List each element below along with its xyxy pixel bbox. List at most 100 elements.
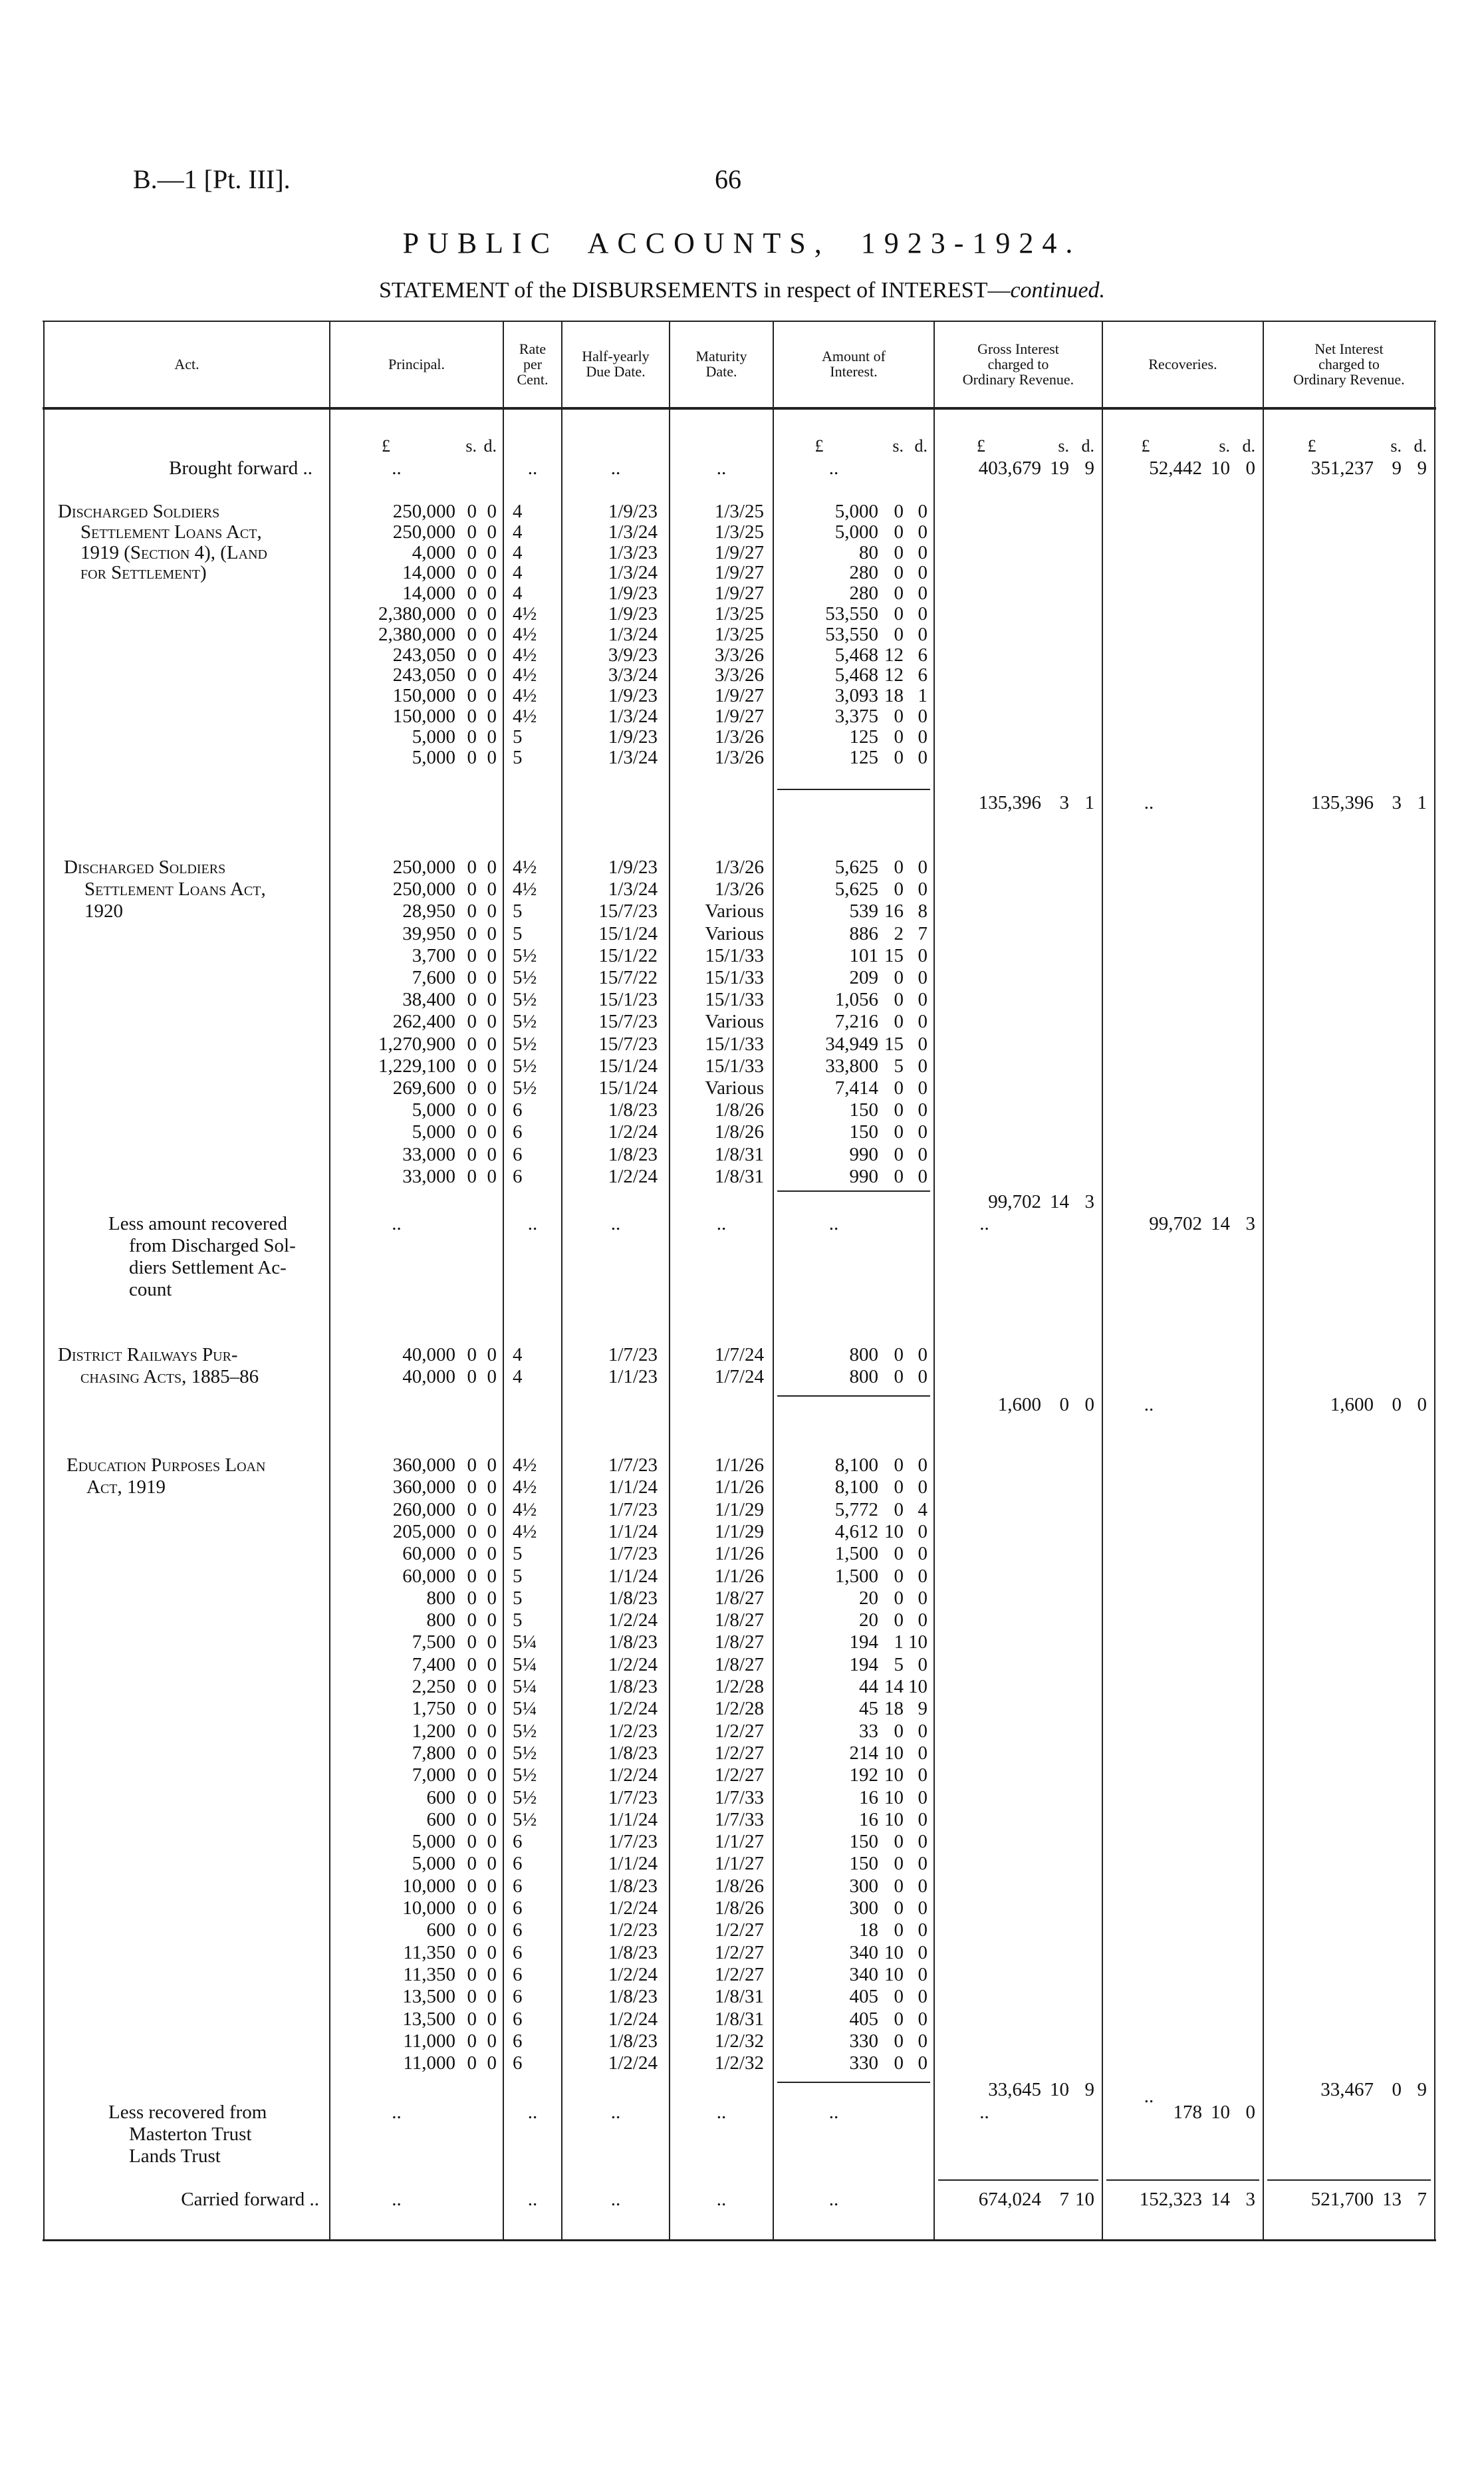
interest-pence: 4 [918,1498,928,1520]
placeholder-dots: .. [716,2102,727,2123]
interest-shillings: 0 [894,1476,904,1498]
principal-pence: 0 [487,644,497,666]
principal-pence: 0 [487,2008,497,2030]
interest-pence: 0 [918,1344,928,1365]
shilling-unit: s. [465,436,477,456]
interest-shillings: 0 [894,1121,904,1143]
carried-forward-recoveries-shillings: 14 [1211,2189,1230,2210]
principal-shillings: 0 [467,900,477,922]
interest-pounds: 340 [849,1941,879,1963]
interest-shillings: 10 [884,1520,904,1542]
rate-per-cent: 4½ [513,1520,537,1542]
interest-pounds: 80 [859,541,878,563]
principal-pence: 0 [487,1366,497,1387]
interest-pounds: 340 [849,1963,879,1985]
maturity-date: Various [705,1077,764,1099]
placeholder-dots: .. [392,1213,402,1234]
half-yearly-due-date: 1/2/23 [608,1720,658,1742]
column-divider [933,321,935,2239]
act-name-line: Discharged Soldiers [64,857,226,878]
principal-pence: 0 [487,623,497,645]
principal-shillings: 0 [467,746,477,768]
half-yearly-due-date: 1/7/23 [608,1543,658,1565]
placeholder-dots: .. [610,458,621,479]
rate-per-cent: 5½ [513,1011,537,1033]
subtotal-gross-pence: 3 [1084,1191,1095,1212]
principal-pounds: 250,000 [392,857,455,878]
principal-pence: 0 [487,1055,497,1077]
half-yearly-due-date: 1/2/24 [608,1963,658,1985]
principal-shillings: 0 [467,644,477,666]
column-divider [561,321,562,2239]
interest-pounds: 45 [859,1698,878,1720]
half-yearly-due-date: 15/7/23 [598,900,658,922]
column-divider [503,321,504,2239]
principal-pounds: 2,250 [412,1676,455,1697]
subtotal-net-shillings: 3 [1392,792,1402,813]
maturity-date: 3/3/26 [714,644,764,666]
interest-pence: 0 [918,2008,928,2030]
rate-per-cent: 5½ [513,1808,537,1830]
less-recovered-label-line: Lands Trust [129,2145,221,2167]
interest-shillings: 18 [884,685,904,707]
principal-pounds: 14,000 [402,562,455,584]
principal-pounds: 11,000 [403,2052,455,2074]
interest-shillings: 0 [894,2030,904,2052]
principal-shillings: 0 [467,1897,477,1919]
half-yearly-due-date: 3/3/24 [608,664,658,686]
rate-per-cent: 4 [513,501,523,522]
interest-pounds: 3,375 [834,706,878,727]
subtotal-gross-shillings: 14 [1050,1191,1069,1212]
carried-forward-recoveries-pence: 3 [1245,2189,1256,2210]
rate-per-cent: 5 [513,1543,523,1565]
interest-shillings: 0 [894,1720,904,1742]
act-name-line: chasing Acts, 1885–86 [80,1366,259,1387]
principal-pence: 0 [487,922,497,944]
brought-forward-net-pounds: 351,237 [1310,458,1374,479]
carried-forward-gross-pounds: 674,024 [978,2189,1041,2210]
rate-per-cent: 5½ [513,944,537,966]
principal-pounds: 7,400 [412,1653,455,1675]
principal-pence: 0 [487,1742,497,1764]
column-header-principal: Principal. [330,323,503,404]
placeholder-dots: .. [828,2102,839,2123]
maturity-date: 1/3/25 [714,521,764,543]
half-yearly-due-date: 1/2/24 [608,1897,658,1919]
half-yearly-due-date: 1/3/24 [608,521,658,543]
maturity-date: 1/1/26 [714,1565,764,1587]
column-header-line: Gross Interest [977,340,1059,357]
column-header-line: charged to [987,355,1049,372]
placeholder-dots: .. [828,1213,839,1234]
principal-pounds: 262,400 [392,1011,455,1033]
interest-shillings: 10 [884,1963,904,1985]
subtotal-recoveries-dots: .. [1144,2086,1154,2107]
interest-pence: 0 [918,1011,928,1033]
interest-pence: 0 [918,944,928,966]
column-header-line: Rate [519,340,547,357]
half-yearly-due-date: 15/7/22 [598,967,658,988]
act-name-line: Settlement Loans Act, [80,521,262,543]
column-header-recoveries: Recoveries. [1102,323,1263,404]
principal-shillings: 0 [467,1831,477,1853]
less-gross-dots: .. [979,2102,989,2123]
interest-pounds: 7,216 [834,1011,878,1033]
principal-pounds: 33,000 [402,1143,455,1165]
interest-pence: 10 [908,1631,928,1653]
rate-per-cent: 5¼ [513,1676,537,1697]
less-recoveries-pence: 0 [1245,2102,1256,2123]
principal-pence: 0 [487,1476,497,1498]
rate-per-cent: 6 [513,1853,523,1875]
rate-per-cent: 6 [513,1897,523,1919]
interest-pounds: 194 [849,1631,879,1653]
less-recovered-label-line: from Discharged Sol- [129,1235,296,1256]
principal-pence: 0 [487,1786,497,1808]
principal-pence: 0 [487,501,497,522]
interest-pence: 0 [918,1366,928,1387]
brought-forward-gross-pence: 9 [1084,458,1095,479]
principal-shillings: 0 [467,967,477,988]
maturity-date: 1/8/31 [714,2008,764,2030]
carried-forward-recoveries-pounds: 152,323 [1139,2189,1202,2210]
principal-pounds: 40,000 [402,1366,455,1387]
interest-pounds: 20 [859,1609,878,1631]
act-name-line: District Railways Pur- [58,1344,238,1365]
